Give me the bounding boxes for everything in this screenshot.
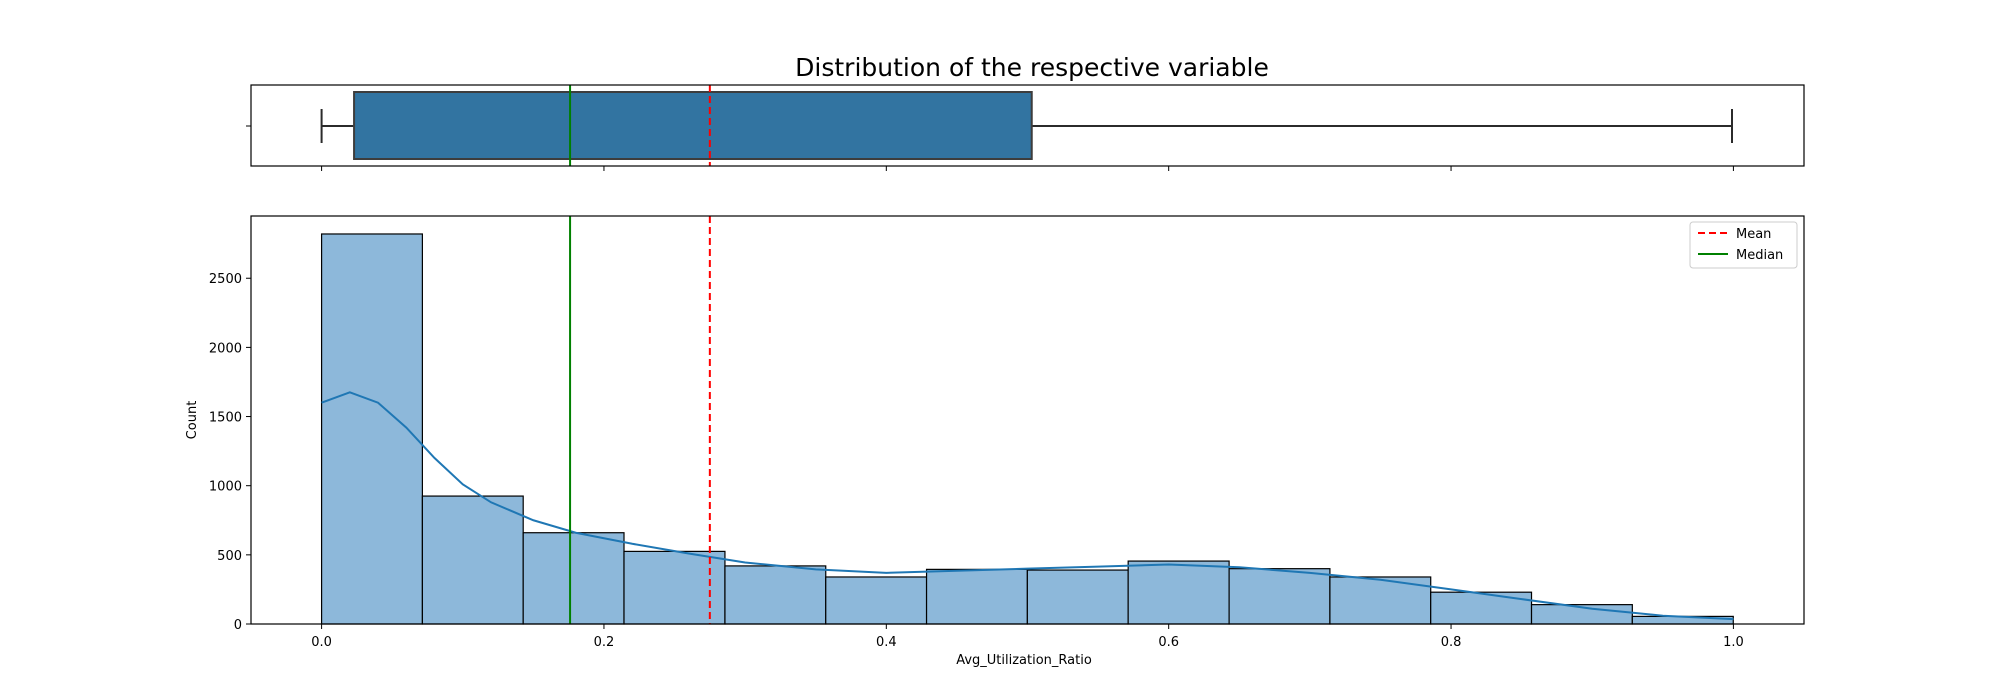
box-plot-panel bbox=[246, 84, 1805, 171]
x-tick-label-5: 1.0 bbox=[1723, 635, 1744, 650]
box-iqr bbox=[353, 91, 1033, 160]
histogram-bar-4 bbox=[724, 565, 827, 625]
histogram-x-ticks: 0.0 0.2 0.4 0.6 0.8 1.0 bbox=[311, 624, 1744, 650]
histogram-bar-1 bbox=[421, 495, 524, 625]
y-tick-label-3: 1500 bbox=[209, 411, 242, 426]
histogram-bar-7 bbox=[1026, 569, 1129, 625]
y-tick-label-4: 2000 bbox=[209, 341, 242, 356]
y-tick-label-5: 2500 bbox=[209, 272, 242, 287]
x-tick-label-3: 0.6 bbox=[1158, 635, 1179, 650]
x-axis-label: Avg_Utilization_Ratio bbox=[956, 653, 1092, 668]
legend-box bbox=[1689, 221, 1798, 269]
legend-mean-label: Mean bbox=[1736, 227, 1771, 242]
figure-title: Distribution of the respective variable bbox=[795, 53, 1269, 82]
x-tick-label-0: 0.0 bbox=[311, 635, 332, 650]
x-tick-label-4: 0.8 bbox=[1441, 635, 1462, 650]
histogram-bar-5 bbox=[825, 576, 928, 625]
box-x-ticks bbox=[321, 166, 1734, 171]
histogram-bar-6 bbox=[925, 568, 1028, 625]
y-tick-label-1: 500 bbox=[217, 549, 242, 564]
y-tick-label-2: 1000 bbox=[209, 480, 242, 495]
histogram-frame bbox=[250, 215, 1805, 625]
box-frame bbox=[250, 84, 1805, 167]
histogram-bar-0 bbox=[320, 233, 423, 625]
kde-curve bbox=[321, 391, 1734, 621]
x-tick-label-2: 0.4 bbox=[876, 635, 897, 650]
y-tick-label-0: 0 bbox=[234, 618, 242, 633]
histogram-bar-11 bbox=[1430, 591, 1533, 625]
histogram-bar-2 bbox=[522, 532, 625, 625]
legend: Mean Median bbox=[1689, 221, 1798, 269]
legend-median-label: Median bbox=[1736, 248, 1783, 263]
x-tick-label-1: 0.2 bbox=[594, 635, 615, 650]
histogram-panel: 0.0 0.2 0.4 0.6 0.8 1.0 05001000150020002500 … bbox=[185, 215, 1805, 668]
histogram-bar-8 bbox=[1127, 560, 1230, 625]
histogram-bar-9 bbox=[1228, 568, 1331, 625]
histogram-bars bbox=[320, 233, 1734, 625]
histogram-y-ticks: 0 500 1000 1500 2000 2500 bbox=[209, 272, 251, 633]
y-axis-label: Count bbox=[185, 401, 200, 440]
